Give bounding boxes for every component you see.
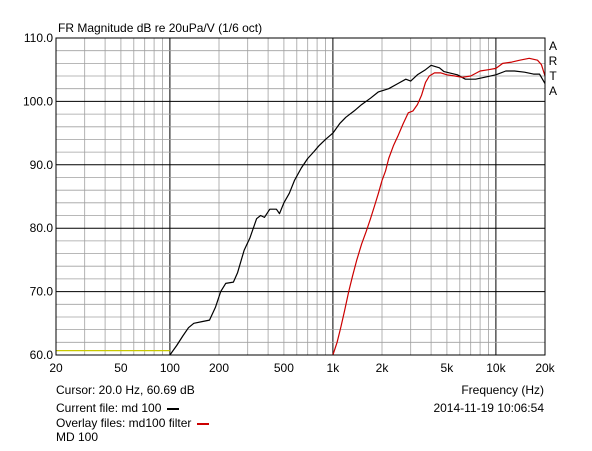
y-tick-label: 80.0	[30, 221, 54, 235]
y-tick-label: 110.0	[24, 31, 53, 45]
plot-grid	[56, 38, 545, 355]
file-name-label: MD 100	[56, 430, 99, 444]
current-file-swatch	[166, 407, 179, 410]
side-label-letter: R	[549, 54, 558, 68]
x-tick-label: 5k	[441, 361, 455, 375]
overlay-files-line: Overlay files: md100 filter	[56, 416, 209, 430]
y-tick-label: 60.0	[30, 348, 54, 362]
side-label-letter: A	[549, 39, 557, 53]
current-file-text: Current file: md 100	[56, 401, 162, 415]
x-axis-label: Frequency (Hz)	[461, 383, 544, 397]
chart-title: FR Magnitude dB re 20uPa/V (1/6 oct)	[58, 21, 262, 35]
x-tick-label: 100	[160, 361, 180, 375]
series-line	[332, 57, 546, 356]
overlay-file-swatch	[196, 422, 209, 425]
x-tick-label: 200	[209, 361, 229, 375]
x-tick-label: 20k	[535, 361, 555, 375]
timestamp: 2014-11-19 10:06:54	[433, 401, 544, 415]
x-tick-label: 2k	[376, 361, 390, 375]
series-line	[169, 64, 546, 356]
side-label-letter: A	[549, 84, 557, 98]
y-tick-label: 90.0	[30, 158, 54, 172]
x-tick-label: 500	[274, 361, 294, 375]
x-tick-label: 20	[49, 361, 63, 375]
axis-ticks: 20 50 100 200 500 1k 2k 5k 10k 20k 60.0 70.0 80.0 90.…	[23, 31, 556, 375]
y-tick-label: 100.0	[23, 94, 53, 108]
overlay-files-text: Overlay files: md100 filter	[56, 416, 192, 430]
plot-series	[56, 57, 546, 356]
y-tick-label: 70.0	[30, 285, 54, 299]
x-tick-label: 1k	[327, 361, 341, 375]
current-file-line: Current file: md 100	[56, 401, 179, 415]
x-tick-label: 50	[114, 361, 128, 375]
plot-frame	[55, 37, 546, 356]
cursor-readout: Cursor: 20.0 Hz, 60.69 dB	[56, 383, 195, 397]
x-tick-label: 10k	[486, 361, 506, 375]
side-label-letter: T	[549, 69, 557, 83]
